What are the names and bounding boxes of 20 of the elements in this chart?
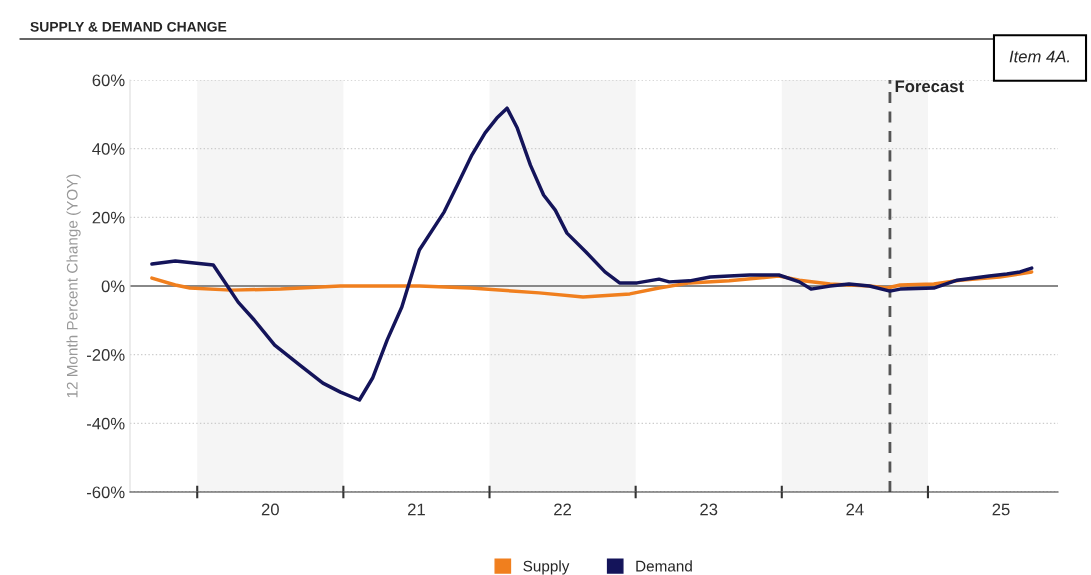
y-tick-label: 20% (92, 211, 125, 224)
y-tick-label: 0% (101, 280, 125, 293)
text: Item 4A. (1009, 50, 1069, 63)
legend-label: Supply (523, 560, 570, 575)
y-tick-label: -60% (86, 486, 125, 499)
x-tick-label: 23 (700, 503, 718, 516)
y-tick-label: 60% (92, 74, 125, 87)
x-tick-label: 21 (408, 503, 425, 516)
x-tick-label: 22 (554, 503, 572, 516)
legend-label: Demand (636, 560, 692, 572)
line-series (150, 106, 1034, 402)
y-tick-label: -40% (86, 417, 125, 430)
y-axis-title: 12 Month Percent Change (YOY) (66, 174, 81, 398)
chart-title: SUPPLY & DEMAND CHANGE (30, 21, 227, 32)
x-tick-label: 25 (992, 503, 1010, 516)
y-tick-label: -20% (86, 349, 125, 361)
y-tick-label: 40% (92, 143, 125, 155)
ref-line-label: Forecast (895, 80, 964, 93)
x-tick-label: 20 (261, 503, 279, 516)
x-tick-label: 24 (846, 503, 864, 516)
